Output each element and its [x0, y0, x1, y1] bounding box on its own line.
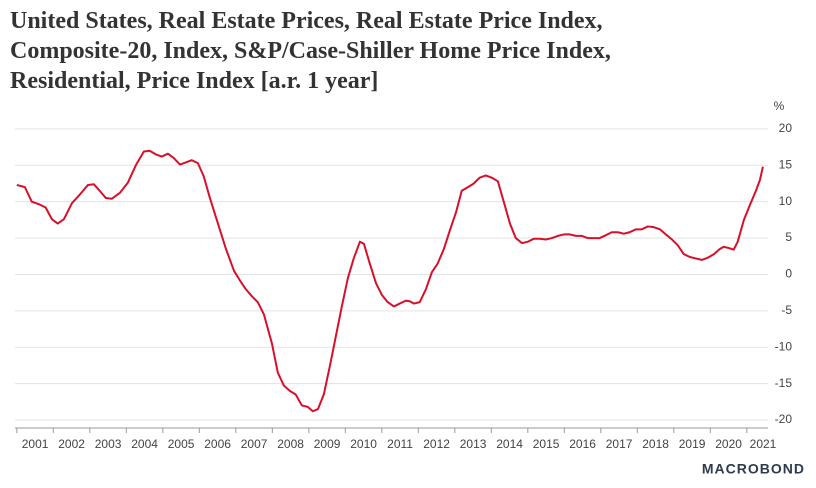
x-tick-label: 2015: [533, 437, 560, 451]
x-tick-label: 2001: [22, 437, 49, 451]
x-tick-label: 2007: [241, 437, 268, 451]
x-tick-label: 2013: [460, 437, 487, 451]
y-tick-label: 20: [779, 121, 793, 135]
x-tick-label: 2006: [204, 437, 231, 451]
y-tick-label: -20: [775, 412, 793, 426]
x-tick-label: 2004: [131, 437, 158, 451]
y-tick-label: -5: [781, 303, 792, 317]
x-tick-label: 2021: [750, 437, 777, 451]
x-tick-label: 2019: [679, 437, 706, 451]
y-tick-label: 15: [779, 157, 793, 171]
x-tick-label: 2018: [642, 437, 669, 451]
x-tick-label: 2002: [58, 437, 85, 451]
x-tick-label: 2008: [277, 437, 304, 451]
x-tick-label: 2005: [168, 437, 195, 451]
x-tick-label: 2011: [387, 437, 413, 451]
y-tick-label: 10: [779, 194, 793, 208]
x-tick-label: 2010: [350, 437, 377, 451]
x-tick-label: 2017: [606, 437, 633, 451]
x-tick-label: 2016: [569, 437, 596, 451]
x-tick-label: 2014: [496, 437, 523, 451]
x-tick-label: 2012: [423, 437, 450, 451]
x-tick-label: 2009: [314, 437, 341, 451]
y-tick-label: 0: [785, 267, 792, 281]
y-tick-label: 5: [785, 230, 792, 244]
y-unit: %: [774, 99, 785, 113]
data-line: [16, 149, 764, 413]
y-tick-label: -15: [775, 376, 793, 390]
title-line: Residential, Price Index [a.r. 1 year]: [10, 68, 379, 94]
y-tick-label: -10: [775, 339, 793, 353]
source-logo: MACROBOND: [702, 461, 805, 477]
x-tick-label: 2020: [715, 437, 742, 451]
chart-title: United States, Real Estate Prices, Real …: [10, 6, 611, 96]
title-line: Composite-20, Index, S&P/Case-Shiller Ho…: [10, 38, 611, 64]
x-tick-label: 2003: [95, 437, 122, 451]
title-line: United States, Real Estate Prices, Real …: [10, 8, 603, 34]
